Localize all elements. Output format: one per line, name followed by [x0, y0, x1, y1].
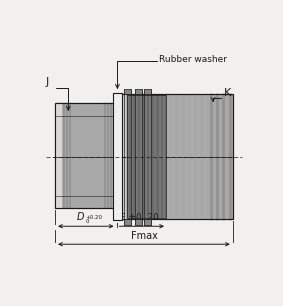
- Bar: [55, 103, 63, 208]
- Bar: [144, 219, 151, 225]
- Bar: [120, 94, 233, 219]
- Text: 0: 0: [85, 218, 89, 224]
- Bar: [55, 103, 117, 208]
- Text: J: J: [46, 77, 49, 87]
- Bar: [120, 94, 233, 219]
- Text: E ±0. 20: E ±0. 20: [121, 213, 159, 222]
- Bar: [127, 95, 166, 218]
- Bar: [113, 93, 122, 220]
- Bar: [134, 89, 142, 94]
- Bar: [125, 219, 131, 225]
- Bar: [144, 89, 151, 94]
- Text: +0.20: +0.20: [85, 215, 103, 220]
- Text: K: K: [224, 88, 231, 98]
- Bar: [55, 103, 117, 208]
- Bar: [125, 89, 131, 94]
- Bar: [120, 94, 127, 219]
- Bar: [134, 219, 142, 225]
- Text: Rubber washer: Rubber washer: [159, 55, 227, 64]
- Text: Fmax: Fmax: [130, 231, 157, 241]
- Bar: [127, 95, 166, 218]
- Text: D: D: [77, 212, 85, 222]
